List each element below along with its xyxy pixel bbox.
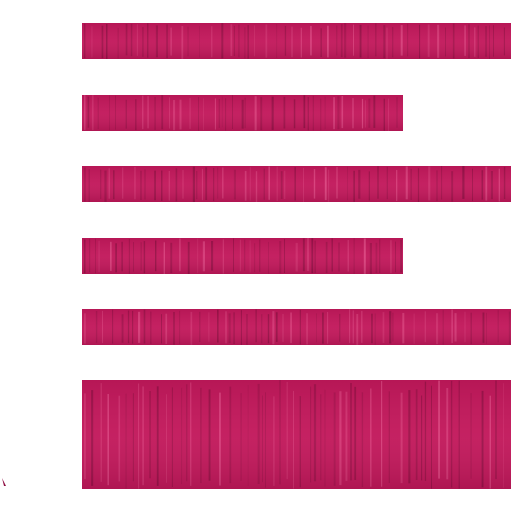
align-left-block xyxy=(82,380,511,489)
align-left-line xyxy=(82,95,403,131)
align-left-line xyxy=(82,23,511,59)
align-left-line xyxy=(82,166,511,202)
corner-mark xyxy=(2,478,6,486)
align-left-line xyxy=(82,309,511,345)
align-left-line xyxy=(82,238,403,274)
